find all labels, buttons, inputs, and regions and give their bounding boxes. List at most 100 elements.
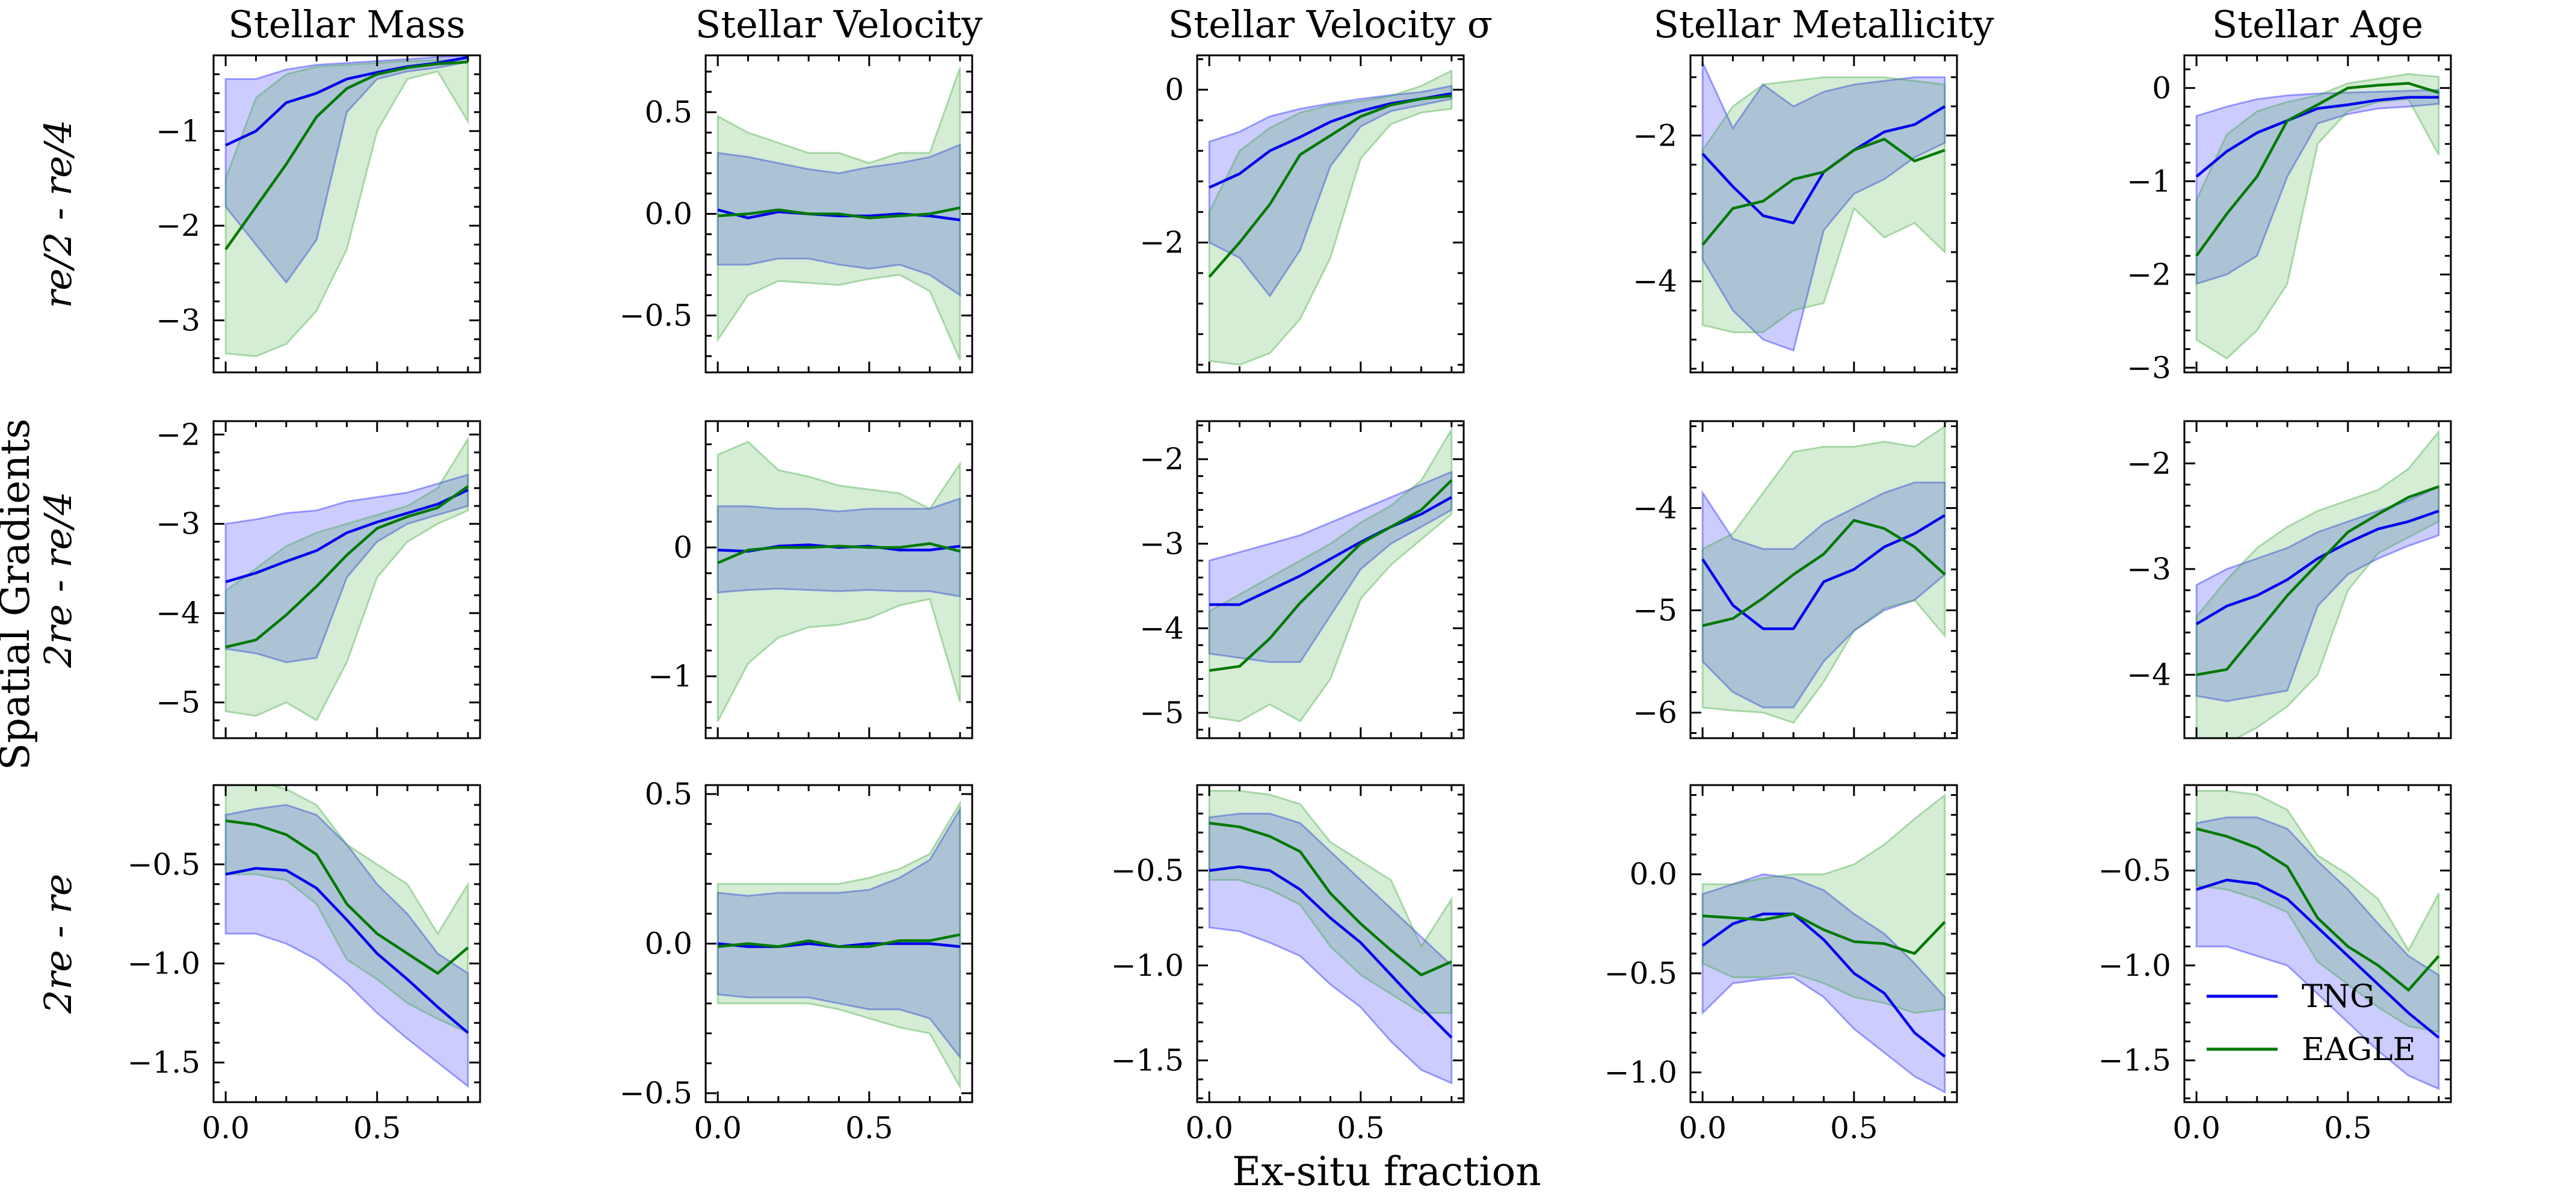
y-tick-label: −0.5 — [1604, 956, 1677, 991]
x-tick-label: 0.0 — [1185, 1111, 1233, 1145]
y-tick-label: −3 — [1139, 526, 1184, 561]
tng-band — [716, 806, 961, 1060]
eagle-line — [1701, 138, 1946, 246]
panel-r0-c2: 0 −2 — [1139, 54, 1465, 374]
y-tick-label: −1.5 — [128, 1045, 200, 1080]
eagle-band — [2195, 789, 2440, 1034]
legend-label-eagle: EAGLE — [2302, 1032, 2416, 1068]
eagle-band — [2195, 73, 2440, 360]
eagle-line — [224, 60, 469, 250]
y-tick-label: −1 — [156, 114, 200, 149]
row-label-0: re/2 - re/4 — [36, 120, 80, 309]
panel-r2-c2: 0.0 0.5 −0.5 −1.0 −1.5 — [1111, 784, 1465, 1145]
y-tick-label: 0.5 — [644, 777, 692, 812]
y-tick-label: −2 — [1139, 225, 1184, 260]
y-tick-label: 0 — [673, 530, 692, 565]
panel-r1-c2: −2 −3 −4 −5 — [1139, 420, 1465, 739]
eagle-band — [2195, 429, 2440, 738]
eagle-line — [1209, 479, 1453, 672]
y-tick-label: −2 — [1633, 118, 1677, 153]
y-tick-label: −0.5 — [128, 847, 200, 882]
y-tick-label: −1.5 — [2098, 1043, 2171, 1078]
legend-label-tng: TNG — [2302, 979, 2375, 1015]
eagle-band — [716, 800, 961, 1091]
y-tick-label: −2 — [1139, 442, 1184, 476]
tng-band — [2195, 88, 2440, 285]
y-tick-label: 0.0 — [644, 197, 692, 232]
tng-band — [1208, 470, 1453, 664]
col-title-1: Stellar Velocity — [695, 2, 982, 46]
x-tick-label: 0.5 — [1337, 1111, 1385, 1145]
y-tick-label: −5 — [1633, 593, 1677, 628]
y-tick-label: −1 — [648, 659, 692, 694]
eagle-band — [1701, 76, 1946, 333]
panel-r1-c0: −2 −3 −4 −5 — [156, 417, 481, 739]
y-tick-label: −1.0 — [2098, 948, 2171, 983]
x-tick-label: 0.5 — [1830, 1111, 1878, 1145]
x-tick-label: 0.0 — [2172, 1111, 2220, 1145]
tng-band — [1208, 812, 1453, 1085]
legend: TNG EAGLE — [2207, 979, 2416, 1068]
tng-band — [224, 804, 469, 1088]
panel-r2-c3: 0.0 0.5 0.0 −0.5 −1.0 — [1604, 784, 1958, 1145]
y-tick-label: −5 — [156, 685, 200, 720]
tng-band — [2195, 485, 2440, 703]
y-tick-label: −6 — [1633, 695, 1677, 730]
y-tick-label: −1.0 — [1111, 948, 1184, 983]
y-tick-label: −4 — [1633, 491, 1677, 526]
eagle-band — [224, 785, 469, 1035]
y-tick-label: −4 — [2127, 658, 2171, 692]
col-title-4: Stellar Age — [2212, 2, 2423, 46]
panel-r0-c1: 0.5 0.0 −0.5 — [620, 54, 973, 374]
x-tick-label: 0.5 — [353, 1111, 401, 1145]
tng-line — [2196, 878, 2440, 1039]
y-tick-label: −2 — [2127, 446, 2171, 481]
eagle-band — [716, 440, 961, 722]
y-tick-label: −4 — [1139, 611, 1184, 646]
x-tick-label: 0.5 — [845, 1111, 893, 1145]
eagle-line — [717, 206, 961, 220]
y-tick-label: 0.0 — [1629, 857, 1677, 892]
tng-band — [224, 55, 469, 285]
eagle-line — [1209, 821, 1452, 976]
y-tick-label: −3 — [156, 303, 200, 338]
panel-r0-c0: −1 −2 −3 — [156, 54, 481, 374]
col-title-0: Stellar Mass — [228, 2, 465, 46]
tng-line — [1209, 865, 1453, 1039]
y-tick-label: 0 — [1165, 72, 1184, 107]
col-title-2: Stellar Velocity σ — [1168, 2, 1493, 46]
col-title-3: Stellar Metallicity — [1653, 2, 1994, 46]
x-tick-label: 0.5 — [2324, 1111, 2372, 1145]
eagle-band — [1701, 424, 1946, 724]
row-label-1: 2re - re/4 — [36, 492, 80, 668]
y-tick-label: −3 — [2127, 552, 2171, 587]
eagle-line — [717, 933, 961, 948]
x-tick-label: 0.0 — [694, 1111, 742, 1145]
figure-ylabel: Spatial Gradients — [0, 419, 39, 771]
tng-line — [1701, 912, 1946, 1058]
y-tick-label: −0.5 — [620, 1076, 692, 1111]
eagle-band — [1208, 426, 1453, 723]
eagle-band — [224, 436, 469, 722]
eagle-line — [717, 542, 961, 564]
eagle-line — [1208, 94, 1452, 278]
tng-band — [716, 143, 961, 297]
eagle-band — [1208, 69, 1453, 366]
y-tick-label: 0.5 — [644, 95, 692, 130]
tng-line — [2195, 96, 2439, 178]
panels: Stellar Mass Stellar Velocity Stellar Velo… — [36, 2, 2452, 1145]
tng-line — [1209, 496, 1452, 606]
tng-line — [2195, 510, 2439, 626]
tng-band — [1701, 62, 1946, 352]
y-tick-label: −0.5 — [1111, 853, 1184, 888]
tng-band — [1208, 84, 1453, 298]
panel-r0-c4: 0 −1 −2 −3 — [2127, 54, 2452, 385]
panel-r1-c4: −2 −3 −4 — [2127, 420, 2452, 739]
panel-r2-c1: 0.0 0.50.50.0−0.5 — [620, 777, 973, 1145]
panel-r0-c3: −2 −4 — [1633, 54, 1958, 374]
y-tick-label: −2 — [156, 417, 200, 452]
eagle-line — [225, 819, 469, 975]
y-tick-label: −1.0 — [1604, 1055, 1677, 1090]
y-tick-label: −0.5 — [620, 298, 692, 333]
eagle-band — [1208, 789, 1453, 1014]
